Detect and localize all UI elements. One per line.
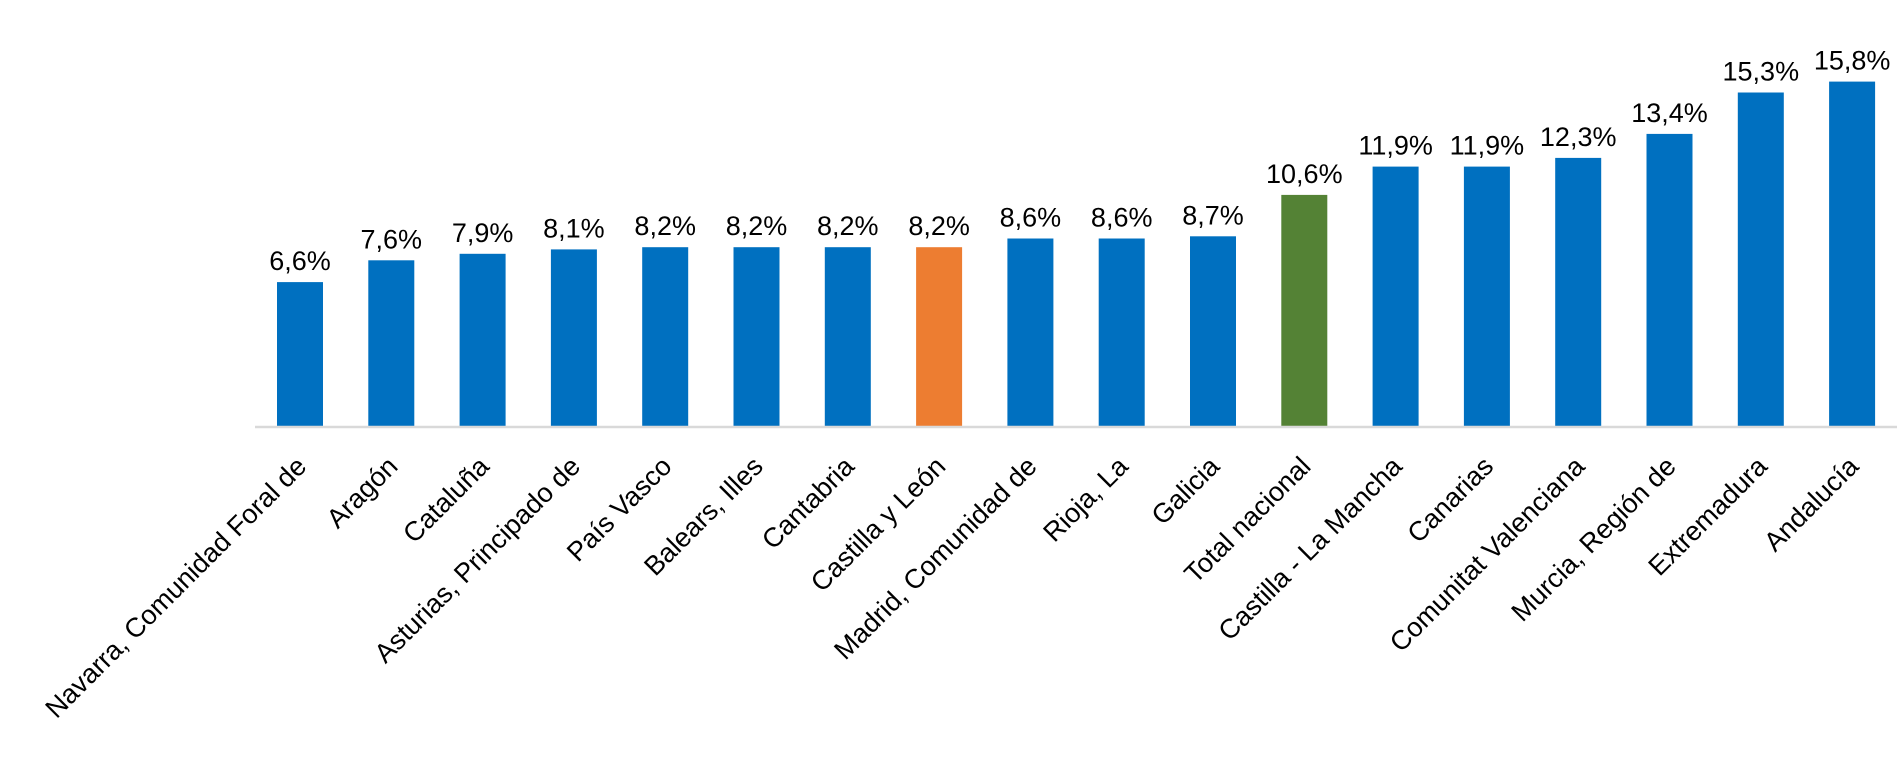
- category-label-12: Castilla - La Mancha: [1213, 450, 1409, 646]
- bar-2: [459, 253, 506, 426]
- bar-1: [368, 260, 415, 426]
- bar-value-label-17: 15,8%: [1814, 46, 1891, 76]
- bar-15: [1646, 133, 1693, 426]
- category-label-1: Aragón: [321, 451, 404, 534]
- bar-value-label-12: 11,9%: [1358, 131, 1433, 161]
- bar-value-label-7: 8,2%: [908, 211, 970, 241]
- bar-value-label-15: 13,4%: [1631, 98, 1708, 128]
- category-label-13: Canarias: [1402, 451, 1500, 549]
- category-labels-layer: Navarra, Comunidad Foral de AragónCataluñ…: [40, 450, 1866, 723]
- category-label-10: Galicia: [1146, 450, 1226, 530]
- bar-11: [1281, 194, 1328, 426]
- category-label-9: Rioja, La: [1037, 450, 1134, 547]
- bars-layer: [277, 81, 1876, 426]
- category-label-17: Andalucía: [1758, 450, 1865, 557]
- bar-17: [1829, 81, 1876, 426]
- bar-9: [1098, 238, 1145, 426]
- bar-4: [642, 247, 689, 426]
- bar-12: [1372, 166, 1419, 426]
- bar-3: [550, 249, 597, 426]
- category-label-15: Murcia, Región de: [1506, 451, 1682, 627]
- bar-value-label-16: 15,3%: [1723, 57, 1800, 87]
- bar-5: [733, 247, 780, 426]
- bar-14: [1555, 157, 1602, 426]
- bar-value-label-14: 12,3%: [1540, 122, 1617, 152]
- bar-0: [277, 282, 323, 426]
- bar-value-label-10: 8,7%: [1182, 200, 1244, 230]
- bar-value-label-0: 6,6%: [269, 246, 331, 276]
- bar-8: [1007, 238, 1054, 426]
- bar-value-label-1: 7,6%: [361, 224, 423, 254]
- bar-value-label-13: 11,9%: [1450, 131, 1525, 161]
- bar-7: [916, 247, 963, 426]
- bar-value-label-9: 8,6%: [1091, 203, 1153, 233]
- bar-value-label-5: 8,2%: [726, 211, 788, 241]
- bar-10: [1190, 236, 1236, 426]
- bar-6: [824, 247, 871, 426]
- bar-value-label-2: 7,9%: [452, 218, 514, 248]
- bar-value-label-4: 8,2%: [634, 211, 696, 241]
- bar-16: [1737, 92, 1784, 426]
- bar-value-label-8: 8,6%: [1000, 203, 1062, 233]
- value-labels-layer: 6,6% 7,6% 7,9% 8,1% 8,2% 8,2% 8,2% 8,2% 8,6% 8,6%…: [269, 46, 1890, 277]
- bar-value-label-11: 10,6%: [1266, 159, 1343, 189]
- bar-value-label-6: 8,2%: [817, 211, 879, 241]
- bar-13: [1463, 166, 1510, 426]
- category-label-0: Navarra, Comunidad Foral de: [40, 451, 313, 724]
- bar-value-label-3: 8,1%: [543, 213, 605, 243]
